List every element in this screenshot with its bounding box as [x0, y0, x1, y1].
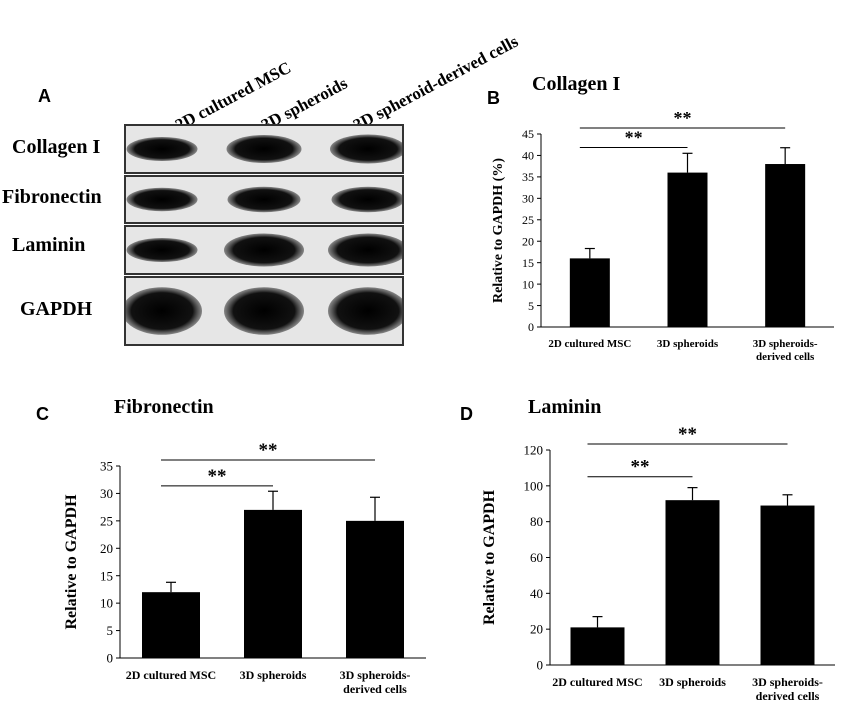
y-tick-label: 10: [100, 596, 113, 611]
bar: [244, 509, 302, 658]
y-tick-label: 0: [537, 658, 544, 673]
category-label: 2D cultured MSC: [552, 675, 642, 689]
blot-row-label: Collagen I: [12, 136, 101, 158]
y-tick-label: 5: [107, 623, 114, 638]
panel-label-c: C: [36, 404, 49, 424]
y-tick-label: 15: [522, 256, 534, 270]
blot-band: [226, 134, 302, 164]
blot-band: [126, 287, 202, 335]
bar: [346, 520, 404, 658]
bar: [142, 592, 200, 658]
y-tick-label: 35: [522, 170, 534, 184]
y-tick-label: 45: [522, 127, 534, 141]
chart-title: Laminin: [528, 396, 602, 418]
significance-label: **: [208, 466, 227, 487]
y-tick-label: 40: [522, 149, 534, 163]
blot-band: [331, 186, 402, 213]
y-tick-label: 30: [100, 486, 113, 501]
y-axis-label: Relative to GAPDH: [481, 489, 498, 625]
category-label: 3D spheroids-: [752, 675, 823, 689]
y-tick-label: 15: [100, 568, 113, 583]
blot-band: [330, 134, 402, 164]
y-tick-label: 30: [522, 192, 534, 206]
panel-label-b: B: [487, 88, 500, 108]
bar-chart-fibronectin: 0 5 10 15 20 25 30 35 Relative to GAPDH 2D cultur…: [58, 410, 448, 717]
y-tick-label: 25: [522, 213, 534, 227]
panel-label-a: A: [38, 86, 51, 106]
blot-bands: [126, 186, 402, 213]
y-tick-label: 20: [100, 541, 113, 556]
y-tick-label: 100: [524, 478, 544, 493]
category-label: 3D spheroids-: [753, 338, 818, 350]
significance-label: **: [678, 424, 697, 445]
blot-band: [328, 287, 402, 335]
category-label: derived cells: [756, 689, 820, 703]
significance-label: **: [625, 128, 643, 148]
blot-row-label: GAPDH: [20, 298, 93, 320]
category-label: 2D cultured MSC: [126, 668, 216, 682]
bar: [570, 627, 625, 665]
y-tick-label: 10: [522, 277, 534, 291]
y-axis-label: Relative to GAPDH: [63, 494, 80, 630]
blot-bands: [126, 134, 402, 164]
y-tick-label: 0: [107, 651, 114, 666]
significance-label: **: [259, 440, 278, 461]
y-tick-label: 40: [530, 586, 543, 601]
blot-bands: [126, 233, 402, 267]
blot-strip-gapdh: [124, 276, 404, 346]
category-label: 3D spheroids: [659, 675, 726, 689]
y-tick-label: 60: [530, 550, 543, 565]
category-label: derived cells: [756, 351, 815, 363]
blot-strip-collagen: [124, 124, 404, 174]
bar-chart-laminin: 0 20 40 60 80 100 120 Relative to GAPDH 2D cultu…: [476, 410, 859, 717]
blot-band: [126, 187, 198, 212]
bar: [760, 505, 815, 665]
y-tick-label: 25: [100, 513, 113, 528]
category-label: 3D spheroids: [657, 338, 719, 350]
chart-svg: 0 20 40 60 80 100 120 Relative to GAPDH 2D cultu…: [481, 424, 835, 703]
y-tick-label: 120: [524, 443, 544, 458]
y-tick-label: 5: [528, 299, 534, 313]
y-tick-label: 35: [100, 459, 113, 474]
y-tick-label: 0: [528, 320, 534, 334]
blot-band: [224, 287, 304, 335]
bar-chart-collagen: 0 5 10 15 20 25 30 35 40 45 Relative to GAPDH (%) 2…: [486, 108, 856, 380]
blot-band: [126, 136, 198, 162]
chart-title: Collagen I: [532, 73, 621, 95]
bar: [665, 500, 720, 665]
category-label: 3D spheroids-: [340, 668, 411, 682]
blot-band: [224, 233, 304, 267]
chart-svg: 0 5 10 15 20 25 30 35 Relative to GAPDH 2D cultur…: [63, 440, 426, 696]
y-axis-label: Relative to GAPDH (%): [491, 158, 506, 303]
blot-band: [328, 233, 402, 267]
chart-title: Fibronectin: [114, 396, 214, 418]
blot-row-label: Fibronectin: [2, 186, 102, 208]
blot-strip-laminin: [124, 225, 404, 275]
bar: [765, 164, 806, 327]
category-label: 2D cultured MSC: [548, 338, 631, 350]
bar: [569, 258, 610, 327]
y-tick-label: 20: [522, 234, 534, 248]
blot-bands: [126, 287, 402, 335]
significance-label: **: [674, 110, 692, 128]
blot-band: [227, 186, 301, 213]
y-tick-label: 20: [530, 622, 543, 637]
significance-label: **: [631, 457, 650, 478]
blot-band: [126, 237, 198, 263]
chart-svg: 0 5 10 15 20 25 30 35 40 45 Relative to GAPDH (%) 2…: [491, 108, 834, 363]
category-label: derived cells: [343, 682, 407, 696]
y-tick-label: 80: [530, 514, 543, 529]
blot-strip-fibronectin: [124, 175, 404, 224]
bar: [667, 172, 708, 327]
panel-label-d: D: [460, 404, 473, 424]
category-label: 3D spheroids: [240, 668, 307, 682]
blot-row-label: Laminin: [12, 234, 86, 256]
